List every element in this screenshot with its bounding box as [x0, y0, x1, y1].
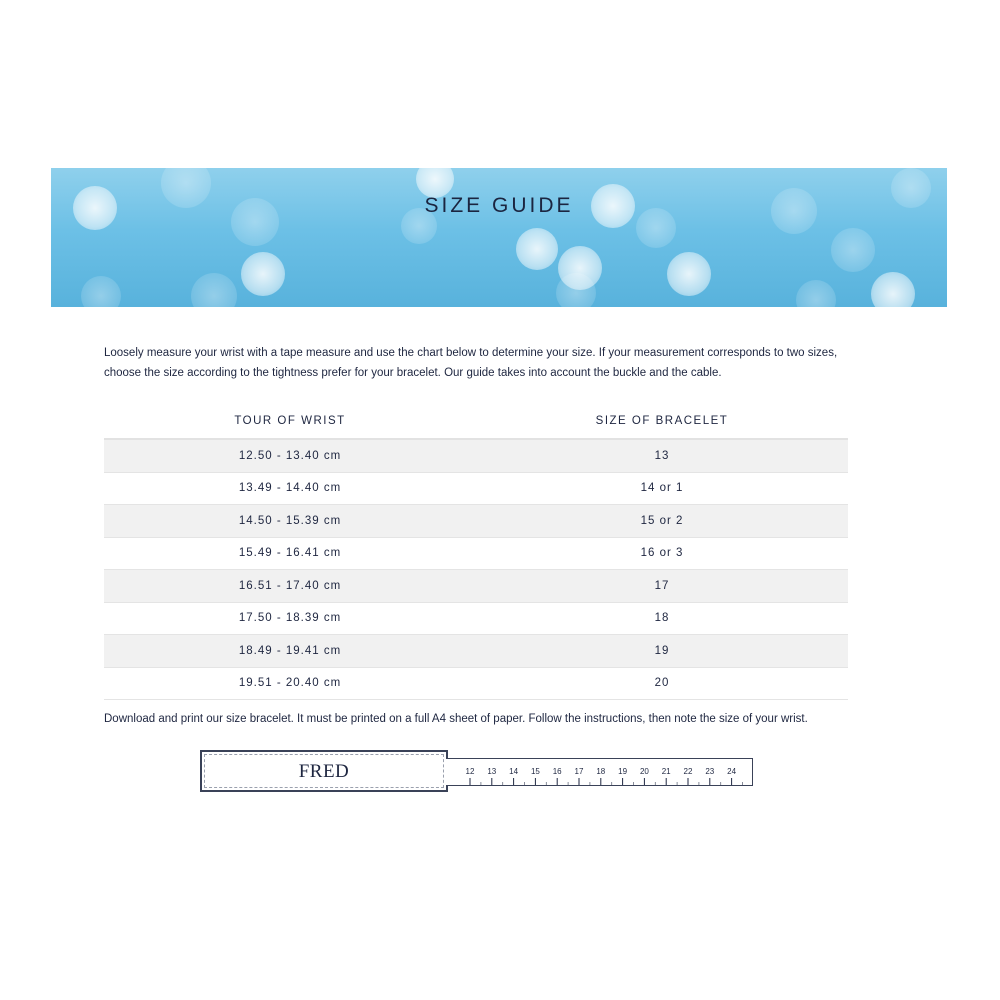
wrist-measurement: 13.49 - 14.40 cm	[238, 482, 342, 495]
ruler-label: 21	[662, 767, 671, 776]
table-header: TOUR OF WRIST SIZE OF BRACELET	[104, 404, 848, 440]
table-row: 19.51 - 20.40 cm 20	[104, 668, 848, 700]
fred-logo: FRED	[298, 761, 350, 782]
ruler-label: 14	[509, 767, 518, 776]
wrist-measurement: 18.49 - 19.41 cm	[238, 644, 342, 657]
ruler-label: 22	[684, 767, 693, 776]
download-instructions: Download and print our size bracelet. It…	[104, 713, 808, 725]
ruler-label: 16	[553, 767, 562, 776]
ruler-label: 20	[640, 767, 649, 776]
table-row: 18.49 - 19.41 cm 19	[104, 635, 848, 668]
size-bracelet-strap[interactable]: FRED	[200, 750, 448, 792]
bracelet-size: 18	[654, 612, 670, 625]
wrist-measurement: 17.50 - 18.39 cm	[238, 612, 342, 625]
size-guide-banner: SIZE GUIDE	[51, 168, 947, 307]
wrist-measurement: 16.51 - 17.40 cm	[238, 579, 342, 592]
wrist-measurement: 15.49 - 16.41 cm	[238, 547, 342, 560]
page-title: SIZE GUIDE	[424, 194, 574, 217]
table-row: 12.50 - 13.40 cm 13	[104, 440, 848, 473]
table-row: 13.49 - 14.40 cm 14 or 1	[104, 473, 848, 505]
size-bracelet-ruler: 12 13 14 15 16 17 18 19 20 21 22 23 24	[446, 758, 753, 786]
ruler-label: 24	[727, 767, 736, 776]
table-row: 17.50 - 18.39 cm 18	[104, 603, 848, 635]
ruler-label: 18	[596, 767, 605, 776]
ruler-label: 15	[531, 767, 540, 776]
wrist-measurement: 12.50 - 13.40 cm	[238, 449, 342, 462]
intro-text: Loosely measure your wrist with a tape m…	[104, 347, 838, 379]
table-row: 16.51 - 17.40 cm 17	[104, 570, 848, 603]
ruler-label: 17	[575, 767, 584, 776]
bracelet-size: 13	[654, 449, 670, 462]
wrist-measurement: 19.51 - 20.40 cm	[238, 677, 342, 690]
bracelet-size: 14 or 1	[640, 482, 684, 495]
wrist-measurement: 14.50 - 15.39 cm	[238, 514, 342, 527]
bracelet-size: 17	[654, 579, 670, 592]
bracelet-size: 19	[654, 644, 670, 657]
ruler-label: 19	[618, 767, 627, 776]
bracelet-size: 15 or 2	[640, 514, 684, 527]
bracelet-size: 20	[654, 677, 670, 690]
ruler-label: 13	[487, 767, 496, 776]
header-size-of-bracelet: SIZE OF BRACELET	[595, 415, 729, 427]
ruler-label: 23	[705, 767, 714, 776]
size-table: TOUR OF WRIST SIZE OF BRACELET 12.50 - 1…	[104, 404, 848, 700]
table-row: 15.49 - 16.41 cm 16 or 3	[104, 538, 848, 570]
bracelet-size: 16 or 3	[640, 547, 684, 560]
header-tour-of-wrist: TOUR OF WRIST	[234, 415, 346, 427]
ruler-label: 12	[466, 767, 475, 776]
table-row: 14.50 - 15.39 cm 15 or 2	[104, 505, 848, 538]
